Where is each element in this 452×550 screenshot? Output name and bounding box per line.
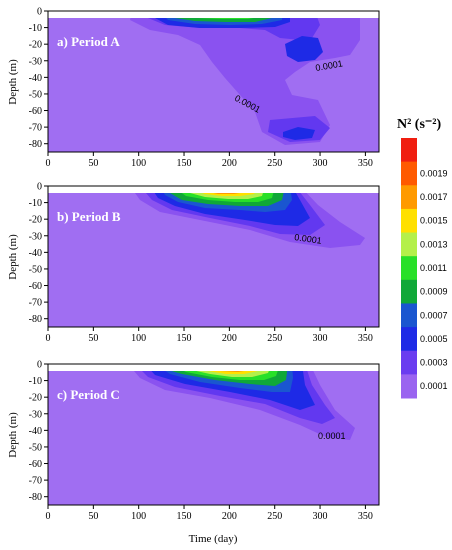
y-tick-label: -10	[29, 198, 42, 209]
y-tick-label: -50	[29, 442, 42, 453]
colorbar-swatches: 0.0019 0.0017 0.0015 0.0013 0.0011 0.0009 0.00…	[401, 138, 448, 399]
y-tick-label: -20	[29, 40, 42, 51]
panel-c-frame	[47, 363, 380, 506]
x-tick-label: 250	[267, 511, 282, 522]
x-tick-label: 300	[313, 158, 328, 169]
x-tick-label: 150	[177, 511, 192, 522]
y-tick-label: -60	[29, 106, 42, 117]
panel-a-contour-0005-low	[283, 127, 315, 140]
panel-a-contour-0005-mid	[285, 36, 323, 62]
x-tick-label: 250	[267, 158, 282, 169]
colorbar-tick-label: 0.0017	[420, 192, 448, 202]
colorbar-swatch	[401, 374, 417, 399]
y-tick-label: -20	[29, 215, 42, 226]
x-tick-label: 350	[358, 158, 373, 169]
panel-b-ylabel: Depth (m)	[7, 234, 19, 280]
x-tick-label: 200	[222, 158, 237, 169]
y-tick-label: -80	[29, 492, 42, 503]
colorbar-tick-label: 0.0013	[420, 239, 448, 249]
y-tick-label: -20	[29, 393, 42, 404]
x-tick-label: 50	[88, 158, 98, 169]
y-tick-label: -50	[29, 89, 42, 100]
y-tick-label: -30	[29, 231, 42, 242]
y-tick-label: -40	[29, 73, 42, 84]
colorbar-swatch	[401, 350, 417, 375]
y-tick-label: -80	[29, 139, 42, 150]
panel-b-contour-label: 0.0001	[294, 232, 323, 246]
panel-c-surface-band	[48, 364, 379, 371]
colorbar-swatch	[401, 232, 417, 257]
panel-c-label: c) Period C	[57, 387, 120, 402]
panel-b-frame	[47, 185, 380, 328]
colorbar-swatch	[401, 327, 417, 352]
x-tick-label: 50	[88, 511, 98, 522]
colorbar-title: N² (s⁻²)	[397, 117, 442, 132]
colorbar-tick-label: 0.0005	[420, 334, 448, 344]
colorbar-tick-label: 0.0003	[420, 358, 448, 368]
x-tick-label: 100	[131, 158, 146, 169]
y-tick-label: 0	[37, 7, 42, 18]
colorbar-swatch	[401, 185, 417, 210]
panel-c-contour-label: 0.0001	[318, 431, 346, 441]
y-tick-label: -60	[29, 459, 42, 470]
x-tick-label: 300	[313, 333, 328, 344]
panel-a-frame	[47, 10, 380, 153]
x-tick-label: 350	[358, 333, 373, 344]
panel-b: b) Period B 0.0001 Depth (m)	[7, 185, 380, 328]
x-tick-label: 150	[177, 333, 192, 344]
y-tick-label: -30	[29, 409, 42, 420]
y-tick-label: -40	[29, 248, 42, 259]
y-tick-label: -10	[29, 23, 42, 34]
x-tick-label: 50	[88, 333, 98, 344]
colorbar-swatch	[401, 256, 417, 281]
x-tick-label: 350	[358, 511, 373, 522]
x-tick-label: 0	[46, 511, 51, 522]
y-tick-label: -50	[29, 264, 42, 275]
x-tick-label: 100	[131, 333, 146, 344]
x-tick-label: 0	[46, 333, 51, 344]
colorbar-tick-label: 0.0019	[420, 168, 448, 178]
x-tick-label: 100	[131, 511, 146, 522]
y-tick-label: -80	[29, 314, 42, 325]
panel-b-label: b) Period B	[57, 209, 121, 224]
panel-c-xlabel: Time (day)	[189, 533, 238, 545]
colorbar-tick-label: 0.0001	[420, 381, 448, 391]
x-tick-label: 200	[222, 333, 237, 344]
colorbar-swatch	[401, 161, 417, 186]
panel-a-surface-band	[48, 11, 379, 18]
axis-ticks: 0 50 100 150 200 250 300 350 0 -10 -20 -30 -40 -50 -60…	[29, 7, 373, 523]
x-tick-label: 250	[267, 333, 282, 344]
colorbar: N² (s⁻²) 0.00190.00170.00150.00130.00110…	[397, 117, 448, 399]
y-tick-label: -70	[29, 123, 42, 134]
colorbar-tick-label: 0.0015	[420, 216, 448, 226]
panel-a-label: a) Period A	[57, 34, 120, 49]
x-tick-label: 300	[313, 511, 328, 522]
colorbar-swatch	[401, 303, 417, 328]
colorbar-swatch	[401, 279, 417, 304]
x-tick-label: 0	[46, 158, 51, 169]
panel-b-surface-band	[48, 186, 379, 193]
colorbar-tick-label: 0.0007	[420, 310, 448, 320]
y-tick-label: -60	[29, 281, 42, 292]
colorbar-tick-label: 0.0011	[420, 263, 447, 273]
y-tick-label: -30	[29, 56, 42, 67]
x-tick-label: 200	[222, 511, 237, 522]
colorbar-swatch	[401, 208, 417, 234]
panel-a-contour-label: 0.0001	[315, 58, 344, 73]
y-tick-label: -70	[29, 298, 42, 309]
panel-a-ylabel: Depth (m)	[7, 59, 19, 105]
colorbar-swatch	[401, 138, 417, 163]
y-tick-label: -40	[29, 426, 42, 437]
x-tick-label: 150	[177, 158, 192, 169]
panel-c: c) Period C 0.0001 Depth (m) Time (day)	[7, 363, 380, 545]
panel-a: a) Period A 0.0001 0.0001 Depth (m)	[7, 10, 380, 153]
y-tick-label: -70	[29, 476, 42, 487]
colorbar-tick-label: 0.0009	[420, 287, 448, 297]
y-tick-label: 0	[37, 360, 42, 371]
panel-c-ylabel: Depth (m)	[7, 412, 19, 458]
y-tick-label: 0	[37, 182, 42, 193]
y-tick-label: -10	[29, 376, 42, 387]
